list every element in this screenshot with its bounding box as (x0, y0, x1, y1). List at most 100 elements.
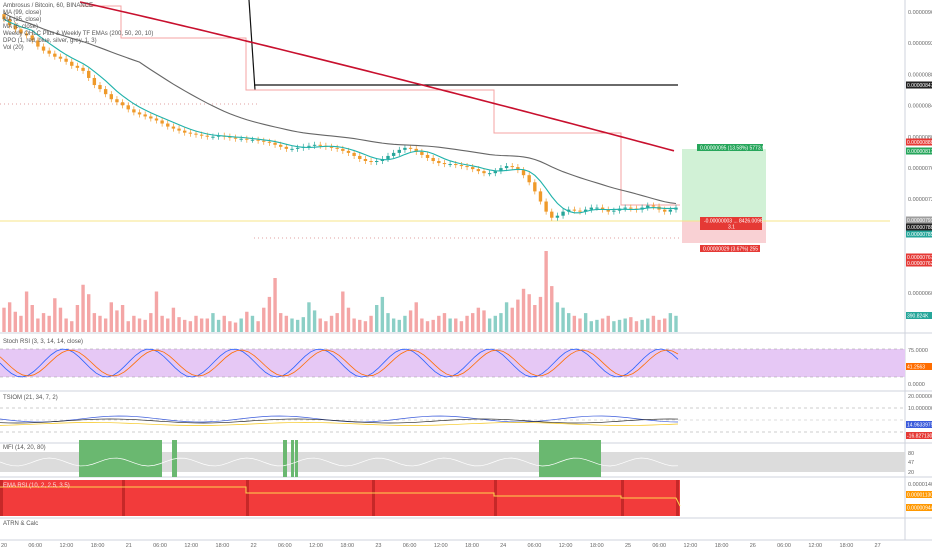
volume-bar (149, 313, 153, 332)
candle-body (109, 94, 113, 100)
candle-body (307, 145, 311, 147)
time-tick: 12:00 (684, 543, 698, 549)
candle-body (295, 147, 300, 149)
stoch-tick: 75.0000 (908, 348, 928, 354)
time-tick: 18:00 (465, 543, 479, 549)
price-tag (906, 81, 932, 89)
volume-bar (273, 278, 277, 332)
volume-bar (634, 321, 639, 332)
volume-bar (53, 298, 57, 332)
candle-body (420, 151, 424, 155)
stop-label-bg (700, 245, 760, 252)
candle-body (24, 33, 29, 36)
volume-bar (572, 315, 577, 332)
position-tool[interactable] (682, 149, 766, 243)
volume-bar (154, 291, 159, 332)
volume-bar (408, 310, 413, 332)
tsi-tag (906, 432, 932, 439)
volume-bar (222, 315, 226, 332)
stoch-label: Stoch RSI (3, 3, 14, 14, close) (3, 339, 83, 345)
time-axis[interactable]: 20 06:00 12:00 18:00 21 06:00 12:00 18:00 22 06:0… (1, 543, 881, 549)
volume-bar (352, 318, 356, 332)
volume-bar (606, 315, 610, 332)
entry-label-bg (700, 217, 762, 230)
ma6-line (3, 18, 676, 214)
volume-bars (2, 251, 678, 332)
candle-body (533, 182, 537, 192)
time-tick: 18:00 (590, 543, 604, 549)
volume-bar (312, 310, 317, 332)
volume-bar (41, 313, 46, 332)
candle-body (53, 53, 57, 57)
volume-bar (103, 318, 108, 332)
candle-body (87, 70, 91, 78)
legend: Ambrosus / Bitcoin, 60, BINANCE MA (99, … (3, 3, 153, 51)
volume-bar (307, 302, 311, 332)
candle-body (391, 152, 396, 156)
volume-bar (583, 313, 588, 332)
price-tag-text: 0.00000788 (907, 225, 932, 231)
price-tag-text: 0.00000847 (907, 83, 932, 89)
mfi-green-zone (172, 440, 177, 477)
volume-bar (115, 310, 119, 332)
volume-bar (290, 318, 294, 332)
candle-body (279, 144, 283, 147)
volume-bar (420, 318, 424, 332)
volume-bar (363, 321, 368, 332)
candle-body (126, 105, 130, 110)
candle-body (120, 102, 125, 106)
candle-body (555, 215, 560, 218)
mfi-band (0, 452, 905, 472)
candle-body (612, 210, 616, 212)
volume-bar (646, 318, 650, 332)
candle-body (397, 149, 401, 153)
volume-bar (262, 307, 266, 332)
time-tick: 12:00 (60, 543, 74, 549)
volume-bar (657, 319, 661, 332)
volume-bar (24, 291, 29, 332)
price-tag-text: 0.00000767 (907, 255, 932, 261)
stoch-tag (906, 363, 932, 370)
profit-zone (682, 149, 766, 221)
volume-bar (245, 311, 249, 332)
weekly-ohlc-line (80, 5, 680, 206)
volume-bar (386, 313, 390, 332)
volume-bar (471, 313, 475, 332)
volume-bar (301, 317, 305, 332)
price-tick: 0.00000600 (908, 291, 932, 297)
candle-body (47, 50, 51, 54)
candle-body (403, 147, 407, 150)
candle-body (487, 173, 492, 175)
candle-body (600, 207, 605, 210)
candle-body (504, 166, 509, 169)
candle-body (335, 147, 339, 149)
volume-bar (617, 319, 622, 332)
volume-bar (183, 319, 187, 332)
candle-body (228, 136, 232, 138)
candle-body (606, 209, 610, 212)
ema-dark-stripe (494, 480, 497, 516)
candle-body (595, 207, 599, 209)
price-tag-text: 0.00000785 (907, 232, 932, 238)
volume-bar (256, 321, 260, 332)
price-axis[interactable]: 0.00000960 0.00000920 0.00000880 0.00000840… (906, 10, 932, 512)
candle-body (352, 152, 356, 156)
candle-body (567, 209, 571, 212)
volume-bar (120, 305, 125, 332)
ema-tag (906, 491, 932, 498)
mfi-tag: 47 (908, 460, 914, 466)
candle-body (414, 148, 418, 152)
volume-bar (425, 321, 430, 332)
volume-bar (64, 318, 68, 332)
candle-body (194, 133, 198, 135)
volume-bar (674, 315, 678, 332)
candle-body (663, 209, 667, 212)
price-tag-text: 0.00000817 (907, 149, 932, 155)
candle-body (284, 146, 289, 149)
candle-body (250, 139, 255, 141)
volume-tag-text: 390.824K (907, 314, 929, 320)
candle-body (245, 138, 249, 140)
time-tick: 26 (750, 543, 756, 549)
time-tick: 18:00 (840, 543, 854, 549)
